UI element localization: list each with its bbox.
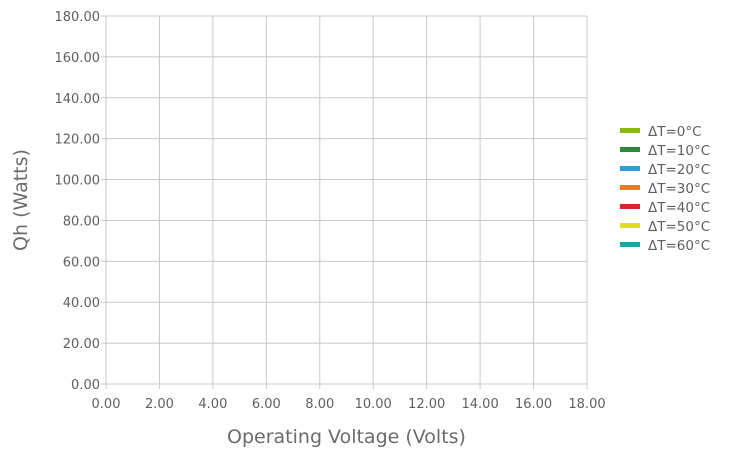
legend-swatch — [620, 204, 640, 209]
x-tick-labels: 0.00 2.00 4.00 6.00 8.00 10.00 12.00 14.00 16.00… — [92, 397, 606, 412]
x-tick-label: 2.00 — [145, 397, 174, 412]
legend-label: ΔT=30°C — [648, 181, 710, 197]
y-tick-labels: 0.00 20.00 40.00 60.00 80.00 100.00 120.00 140.… — [55, 10, 101, 393]
y-tick-label: 180.00 — [55, 10, 101, 25]
y-tick-label: 100.00 — [55, 174, 101, 189]
x-tick-label: 0.00 — [92, 397, 121, 412]
x-tick-label: 14.00 — [462, 397, 499, 412]
legend-label: ΔT=60°C — [648, 238, 710, 254]
legend: ΔT=0°C ΔT=10°C ΔT=20°C ΔT=30°C ΔT=40°C ΔT=50°… — [620, 124, 710, 254]
x-tick-label: 10.00 — [355, 397, 392, 412]
y-tick-label: 60.00 — [63, 255, 100, 270]
legend-label: ΔT=20°C — [648, 162, 710, 178]
x-tick-label: 8.00 — [305, 397, 334, 412]
x-tick-label: 4.00 — [198, 397, 227, 412]
y-tick-label: 20.00 — [63, 337, 100, 352]
y-tick-label: 80.00 — [63, 214, 100, 229]
legend-label: ΔT=40°C — [648, 200, 710, 216]
legend-swatch — [620, 166, 640, 171]
legend-swatch — [620, 223, 640, 228]
x-tick-label: 6.00 — [252, 397, 281, 412]
legend-swatch — [620, 242, 640, 247]
legend-label: ΔT=10°C — [648, 143, 710, 159]
y-tick-label: 0.00 — [71, 378, 100, 393]
y-tick-label: 160.00 — [55, 51, 101, 66]
legend-label: ΔT=50°C — [648, 219, 710, 235]
y-axis-title: Qh (Watts) — [10, 149, 32, 251]
x-tick-label: 16.00 — [515, 397, 552, 412]
y-tick-label: 40.00 — [63, 296, 100, 311]
grid-lines — [101, 15, 588, 389]
x-tick-label: 12.00 — [408, 397, 445, 412]
legend-swatch — [620, 147, 640, 152]
legend-swatch — [620, 128, 640, 133]
legend-swatch — [620, 185, 640, 190]
legend-label: ΔT=0°C — [648, 124, 702, 140]
y-tick-label: 140.00 — [55, 92, 101, 107]
y-tick-label: 120.00 — [55, 133, 101, 148]
x-tick-label: 18.00 — [568, 397, 605, 412]
x-axis-title: Operating Voltage (Volts) — [227, 426, 466, 448]
